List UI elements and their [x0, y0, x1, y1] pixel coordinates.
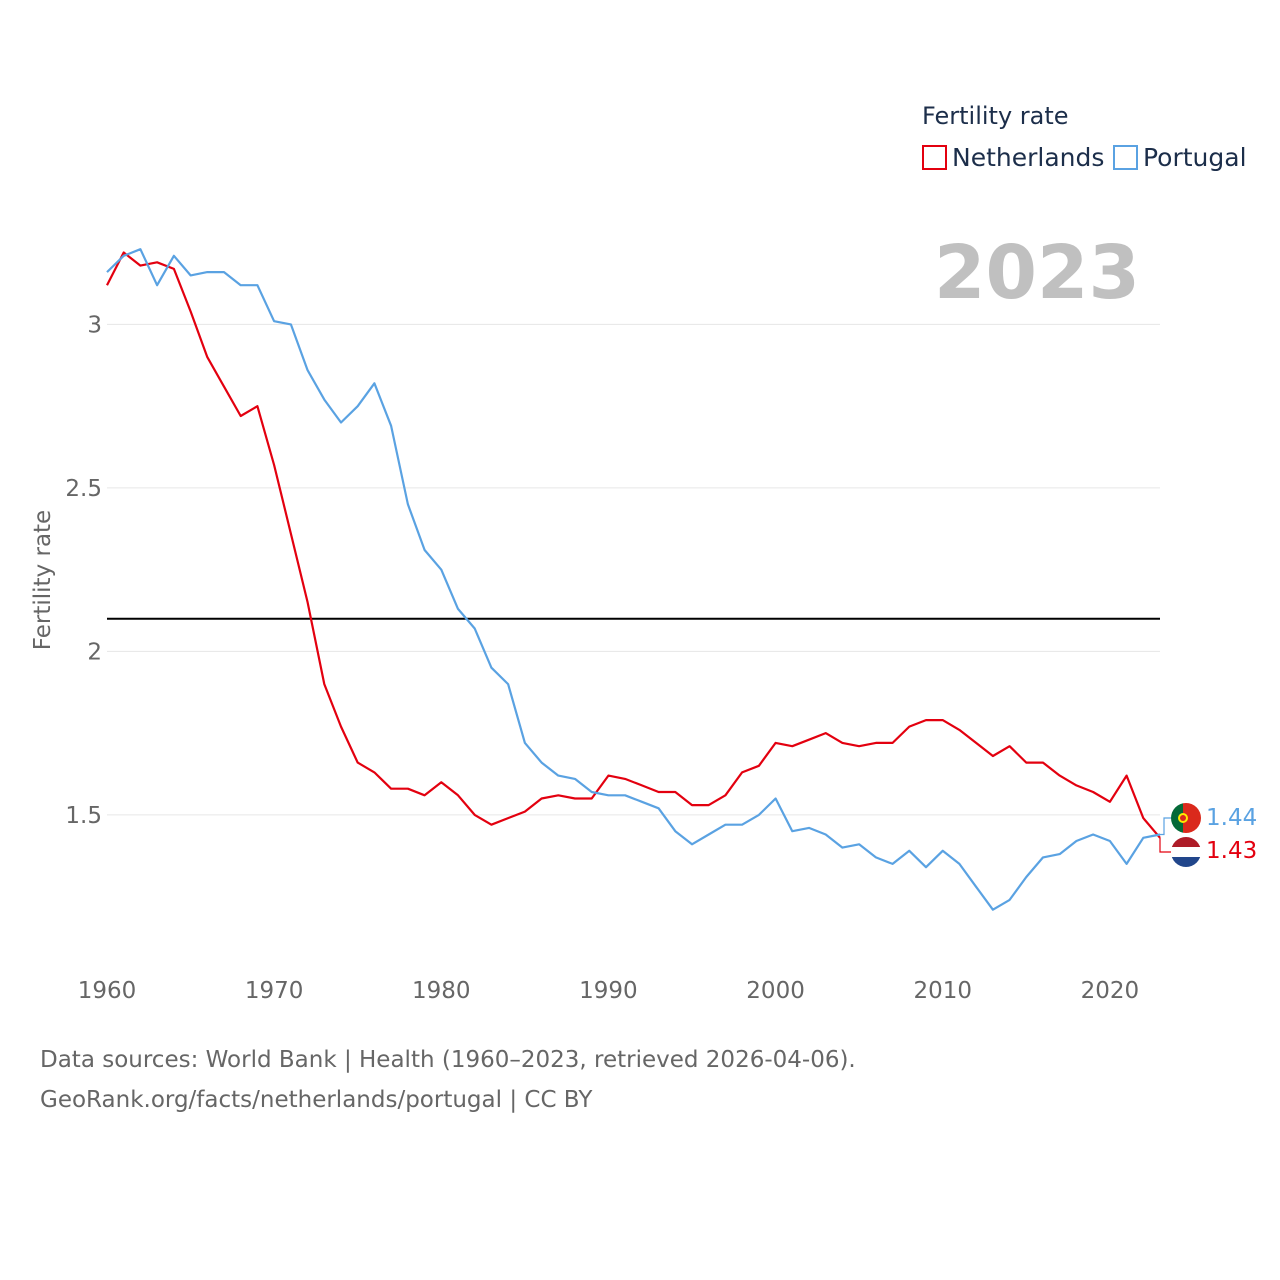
x-tick-label: 2020 [1081, 978, 1140, 1004]
series-line-netherlands[interactable] [106, 251, 1161, 839]
year-label: 2023 [934, 230, 1140, 316]
y-axis-ticks: 1.5 2 2.5 3 [65, 312, 102, 828]
legend-label-portugal[interactable]: Portugal [1143, 143, 1247, 172]
x-tick-label: 2010 [913, 978, 972, 1004]
x-tick-label: 1960 [78, 978, 137, 1004]
series-line-portugal[interactable] [106, 248, 1161, 911]
x-tick-label: 1970 [245, 978, 304, 1004]
y-tick-label: 1.5 [65, 803, 102, 829]
end-markers: 1.44 1.43 [1159, 803, 1257, 867]
portugal-end-connector [1160, 817, 1171, 836]
legend: Fertility rate Netherlands Portugal [922, 102, 1247, 172]
portugal-end-value: 1.44 [1206, 805, 1257, 831]
legend-label-netherlands[interactable]: Netherlands [952, 143, 1104, 172]
portugal-flag-icon [1171, 803, 1201, 833]
source-url-text[interactable]: GeoRank.org/facts/netherlands/portugal |… [40, 1087, 593, 1113]
y-tick-label: 2.5 [65, 476, 102, 502]
y-axis-title: Fertility rate [30, 510, 56, 650]
x-tick-label: 1980 [412, 978, 471, 1004]
x-tick-label: 2000 [746, 978, 805, 1004]
gridlines [107, 323, 1160, 816]
footer: Data sources: World Bank | Health (1960–… [40, 1040, 856, 1120]
netherlands-end-value: 1.43 [1206, 838, 1257, 864]
legend-swatch-portugal[interactable] [1113, 145, 1138, 170]
y-tick-label: 2 [87, 639, 102, 665]
netherlands-end-connector [1159, 837, 1171, 853]
legend-swatch-netherlands[interactable] [922, 145, 947, 170]
series-lines [106, 248, 1161, 911]
data-sources-text: Data sources: World Bank | Health (1960–… [40, 1047, 856, 1073]
x-tick-label: 1990 [579, 978, 638, 1004]
x-axis-ticks: 1960 1970 1980 1990 2000 2010 2020 [78, 978, 1139, 1004]
y-tick-label: 3 [87, 312, 102, 338]
legend-title: Fertility rate [922, 102, 1069, 130]
netherlands-flag-icon [1171, 837, 1201, 867]
fertility-rate-chart: Fertility rate Netherlands Portugal 2023… [30, 102, 1257, 1004]
